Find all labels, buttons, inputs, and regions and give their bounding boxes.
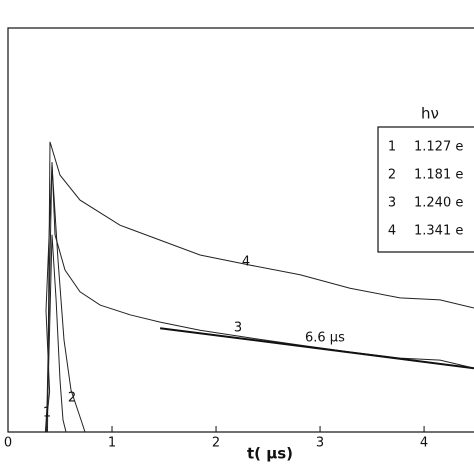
fit-line	[159, 327, 474, 370]
legend-key: 4	[388, 224, 396, 239]
legend-label: 1.240 e	[414, 196, 463, 211]
curve-label: 1	[43, 406, 51, 421]
x-axis-label: t( μs)	[247, 445, 293, 463]
legend-key: 2	[388, 168, 396, 183]
legend-label: 1.341 e	[414, 224, 463, 239]
legend-key: 3	[388, 196, 396, 211]
legend-title: hν	[421, 105, 439, 123]
x-tick-label: 1	[108, 436, 116, 451]
fit-annotation: 6.6 μs	[305, 331, 345, 346]
x-tick-label: 3	[316, 436, 324, 451]
curve-label: 3	[234, 321, 242, 336]
legend-key: 1	[388, 140, 396, 155]
legend-box	[377, 126, 474, 253]
series-line	[47, 141, 474, 432]
x-tick-label: 2	[212, 436, 220, 451]
legend-label: 1.181 e	[414, 168, 463, 183]
plot-frame	[7, 27, 474, 433]
x-tick-label: 4	[420, 436, 428, 451]
curve-label: 4	[242, 255, 250, 270]
x-tick-label: 0	[4, 436, 12, 451]
curve-label: 2	[68, 391, 76, 406]
legend-label: 1.127 e	[414, 140, 463, 155]
